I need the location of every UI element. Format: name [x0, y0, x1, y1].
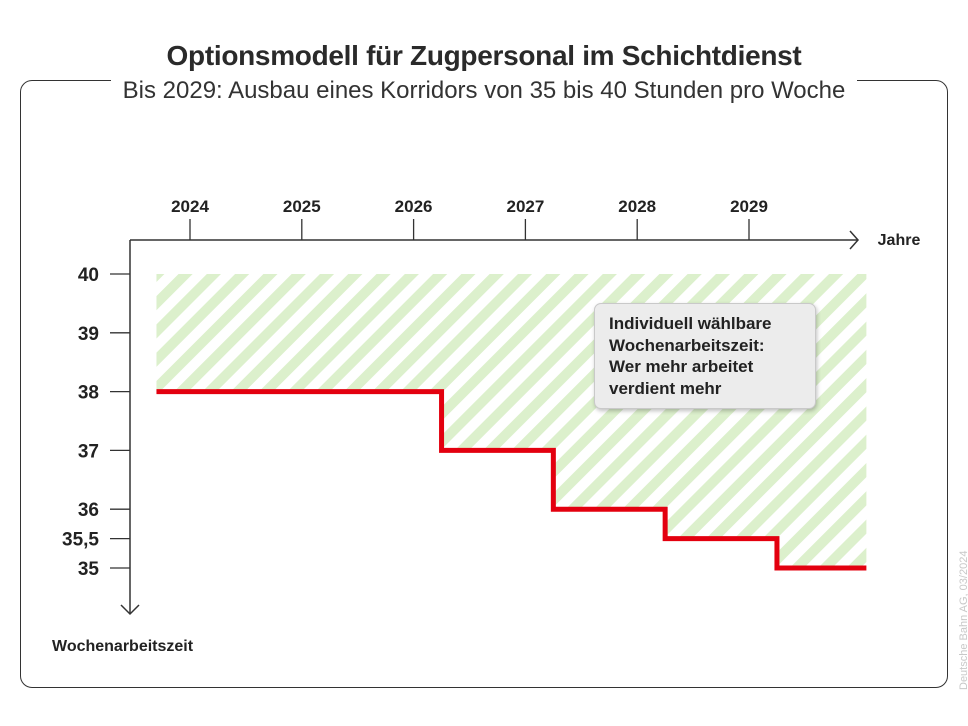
y-axis-arrow: [120, 604, 140, 616]
y-axis-label: Wochenarbeitszeit: [52, 638, 194, 655]
chart-subtitle: Bis 2029: Ausbau eines Korridors von 35 …: [110, 77, 858, 105]
x-tick-label: 2026: [395, 197, 433, 216]
working-hours-step-line: [156, 389, 867, 571]
chart-title: Optionsmodell für Zugpersonal im Schicht…: [156, 40, 812, 72]
y-tick-label: 39: [78, 324, 99, 345]
y-tick-label: 35: [78, 559, 100, 580]
x-tick-label: 2029: [730, 197, 768, 216]
x-tick-label: 2028: [618, 197, 656, 216]
y-tick-label: 40: [78, 265, 99, 286]
y-tick-label: 38: [78, 383, 99, 404]
x-tick-label: 2025: [283, 197, 321, 216]
x-tick-label: 2027: [506, 197, 544, 216]
x-axis-arrow: [849, 230, 860, 250]
title-container: Optionsmodell für Zugpersonal im Schicht…: [0, 40, 968, 72]
x-tick-label: 2024: [171, 197, 209, 216]
subtitle-container: Bis 2029: Ausbau eines Korridors von 35 …: [0, 77, 968, 105]
y-tick-label: 36: [78, 500, 99, 521]
y-tick-label: 35,5: [62, 530, 99, 551]
y-tick-label: 37: [78, 441, 99, 462]
corridor-callout: Individuell wählbare Wochenarbeitszeit: …: [594, 303, 816, 409]
source-credit: Deutsche Bahn AG, 03/2024: [958, 550, 968, 690]
x-axis-label: Jahre: [878, 232, 921, 249]
